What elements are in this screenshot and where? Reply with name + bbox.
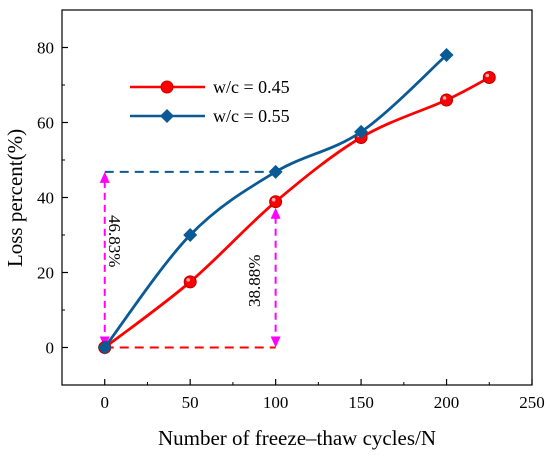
plot-frame <box>61 9 533 386</box>
x-tick-label-200: 200 <box>434 393 460 412</box>
y-tick-label-20: 20 <box>37 264 54 283</box>
x-tick-label-50: 50 <box>182 393 199 412</box>
point-wc045-100 <box>269 195 283 209</box>
y-tick-label-60: 60 <box>37 114 54 133</box>
y-axis-title: Loss percent(%) <box>3 129 27 267</box>
point-wc055-50 <box>183 228 198 242</box>
annotation-label-38-88: 38.88% <box>245 255 264 307</box>
x-tick-label-0: 0 <box>100 393 109 412</box>
point-wc055-150 <box>354 124 369 139</box>
legend-marker-wc045 <box>160 80 174 94</box>
x-axis-title: Number of freeze–thaw cycles/N <box>158 426 436 450</box>
point-highlight <box>485 73 490 78</box>
y-tick-label-0: 0 <box>46 339 55 358</box>
point-wc055-200 <box>439 48 454 62</box>
legend-label-wc045: w/c = 0.45 <box>213 77 290 97</box>
legend-marker-wc055 <box>160 109 174 123</box>
tick-labels: 0 50 100 150 200 250 0 20 40 60 80 <box>37 39 545 413</box>
point-wc045-225 <box>482 71 496 84</box>
point-wc055-100 <box>268 164 283 179</box>
arrow-38-88-arrowhead-bottom <box>270 336 281 348</box>
series-layer <box>97 48 496 355</box>
point-highlight <box>186 278 190 282</box>
legend-label-wc055: w/c = 0.55 <box>213 106 290 126</box>
annotation-label-46-83: 46.83% <box>105 215 124 267</box>
arrow-46-83-arrowhead-top <box>99 171 110 183</box>
annotation-guides <box>99 170 281 349</box>
axis-ticks <box>62 46 533 385</box>
point-highlight <box>271 197 276 202</box>
y-tick-label-40: 40 <box>37 189 54 208</box>
point-wc045-50 <box>183 275 197 289</box>
x-tick-label-100: 100 <box>263 393 289 412</box>
point-wc045-200 <box>440 93 454 107</box>
point-wc055-0 <box>97 340 112 355</box>
point-highlight <box>442 96 447 100</box>
legend: w/c = 0.45 w/c = 0.55 <box>130 77 290 126</box>
x-tick-label-250: 250 <box>519 393 545 412</box>
arrow-38-88-arrowhead-top <box>270 207 281 219</box>
x-tick-label-150: 150 <box>348 393 374 412</box>
y-tick-label-80: 80 <box>37 39 54 58</box>
